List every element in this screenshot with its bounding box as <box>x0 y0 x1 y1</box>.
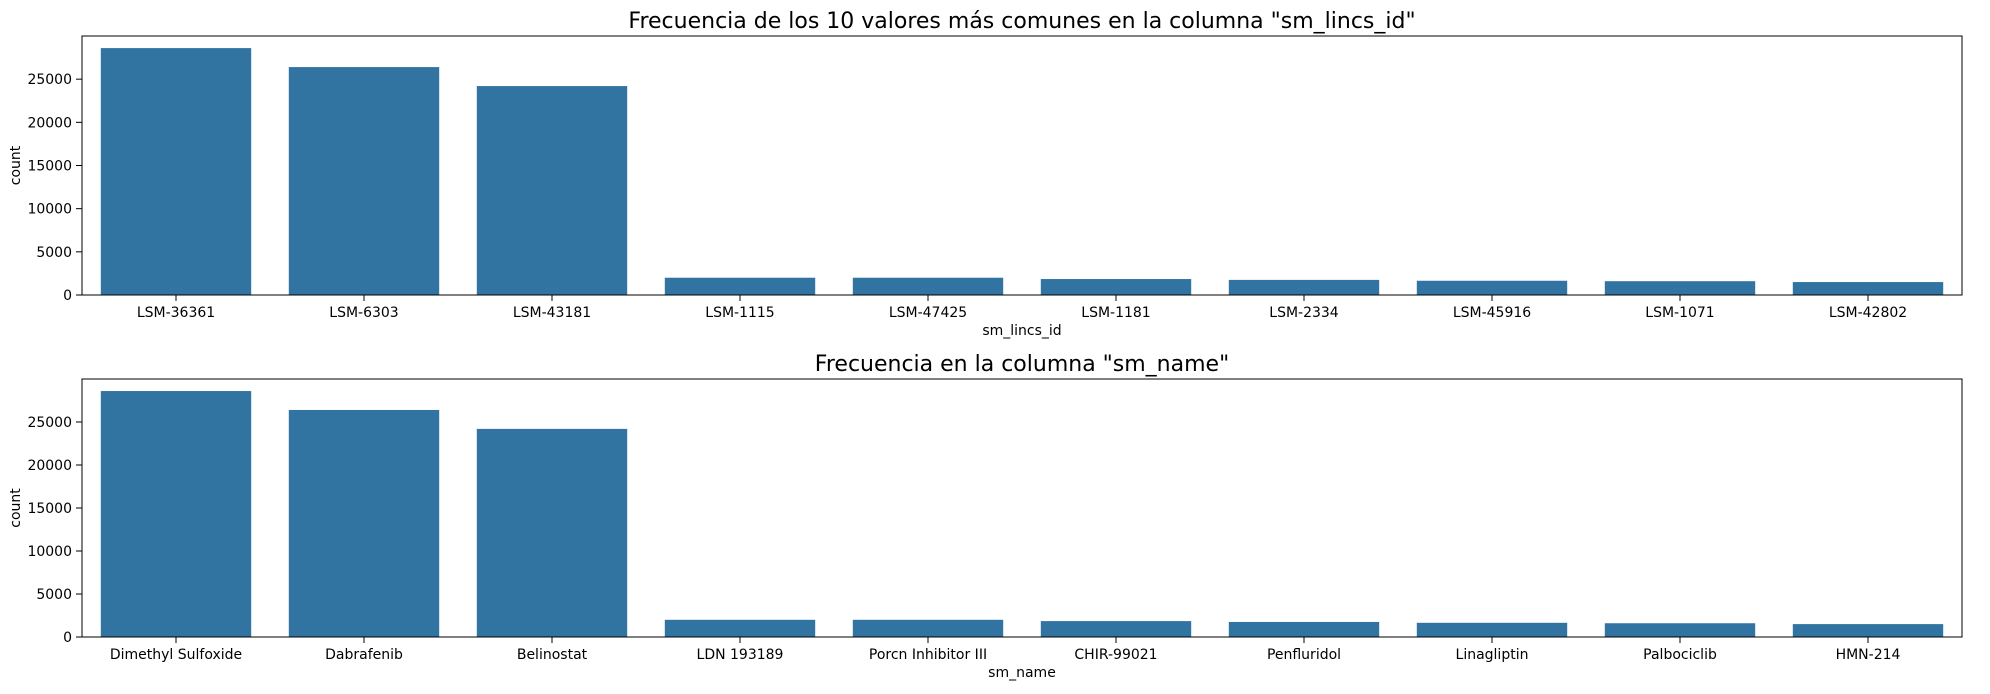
bar <box>288 67 440 295</box>
x-tick-label: LSM-47425 <box>889 305 967 321</box>
bar <box>1604 281 1756 295</box>
x-tick-label: Penfluridol <box>1267 647 1341 663</box>
bar <box>1792 624 1944 637</box>
bar <box>852 619 1004 637</box>
y-tick-label: 5000 <box>36 245 72 261</box>
chart-panel-1: 0 5000 10000 15000 20000 25000 LSM-36361 LSM-63… <box>8 9 1963 339</box>
x-tick-label: CHIR-99021 <box>1074 647 1157 663</box>
bar <box>100 48 252 296</box>
bar <box>1040 279 1192 295</box>
x-tick-label: Belinostat <box>517 647 588 663</box>
x-tick-label: LSM-42802 <box>1829 305 1907 321</box>
x-axis-label: sm_name <box>988 665 1056 681</box>
y-tick-label: 15000 <box>27 159 72 175</box>
bar <box>100 391 252 637</box>
y-tick-label: 0 <box>63 288 72 304</box>
bar <box>476 428 628 637</box>
chart-title: Frecuencia en la columna "sm_name" <box>815 352 1229 377</box>
chart-panel-2: 0 5000 10000 15000 20000 25000 Dimethyl Sulfox… <box>8 352 1963 681</box>
y-tick-label: 20000 <box>27 458 72 474</box>
y-tick-label: 5000 <box>36 587 72 603</box>
bar <box>1604 623 1756 637</box>
y-tick-label: 25000 <box>27 415 72 431</box>
chart-title: Frecuencia de los 10 valores más comunes… <box>628 9 1415 34</box>
y-tick-label: 20000 <box>27 115 72 131</box>
y-tick-label: 0 <box>63 630 72 646</box>
x-axis-label: sm_lincs_id <box>982 323 1061 339</box>
x-tick-label: Dabrafenib <box>325 647 403 663</box>
bar <box>664 619 816 637</box>
x-tick-label: LSM-36361 <box>137 305 215 321</box>
x-tick-label: Dimethyl Sulfoxide <box>110 647 242 663</box>
y-tick-label: 15000 <box>27 501 72 517</box>
bar <box>1416 280 1568 295</box>
x-tick-label: LSM-43181 <box>513 305 591 321</box>
x-tick-label: Porcn Inhibitor III <box>869 647 987 663</box>
x-tick-label: LSM-6303 <box>329 305 398 321</box>
y-tick-label: 10000 <box>27 544 72 560</box>
x-tick-label: HMN-214 <box>1836 647 1901 663</box>
y-tick-label: 10000 <box>27 202 72 218</box>
y-tick-label: 25000 <box>27 72 72 88</box>
y-axis-label: count <box>8 488 24 528</box>
x-tick-label: LSM-45916 <box>1453 305 1531 321</box>
bar <box>1228 279 1380 295</box>
x-tick-label: Linagliptin <box>1456 647 1529 663</box>
bar <box>288 409 440 637</box>
x-tick-label: LSM-1071 <box>1645 305 1714 321</box>
bar <box>476 86 628 295</box>
x-tick-label: LSM-1181 <box>1081 305 1150 321</box>
x-tick-label: LDN 193189 <box>697 647 784 663</box>
bar <box>1416 622 1568 637</box>
bar <box>1792 282 1944 295</box>
bar <box>852 277 1004 295</box>
x-tick-label: LSM-1115 <box>705 305 774 321</box>
bar <box>664 277 816 295</box>
x-tick-label: Palbociclib <box>1643 647 1717 663</box>
x-tick-label: LSM-2334 <box>1269 305 1339 321</box>
bar <box>1040 621 1192 637</box>
y-axis-label: count <box>8 145 24 185</box>
bar <box>1228 621 1380 637</box>
